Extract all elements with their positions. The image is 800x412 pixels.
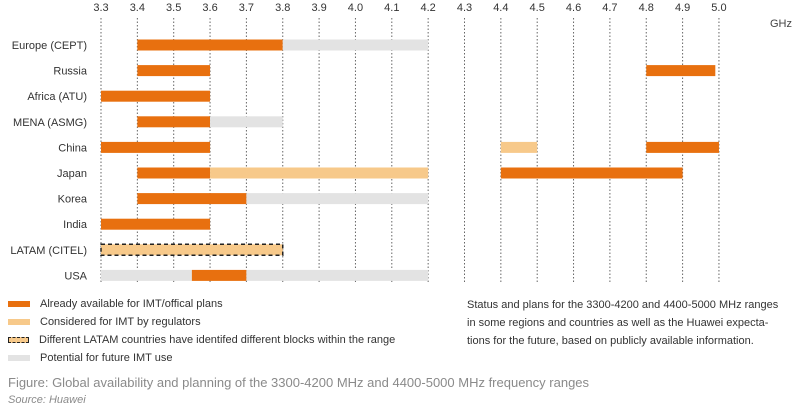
legend-swatch-considered <box>8 319 30 325</box>
bar <box>646 65 716 77</box>
x-tick-label: 4.5 <box>530 2 545 14</box>
legend: Already available for IMT/offical plans … <box>8 295 395 367</box>
legend-swatch-potential <box>8 355 30 361</box>
x-tick-label: 5.0 <box>711 2 726 14</box>
bar <box>100 243 284 257</box>
bar <box>246 269 429 281</box>
category-label: MENA (ASMG) <box>13 117 87 129</box>
chart-note-line-1: Status and plans for the 3300-4200 and 4… <box>467 299 779 311</box>
x-tick-label: 4.2 <box>421 2 436 14</box>
x-tick-label: 3.7 <box>239 2 254 14</box>
x-tick-label: 4.8 <box>639 2 654 14</box>
x-axis-unit: GHz <box>770 18 792 30</box>
x-tick-label: 4.0 <box>348 2 363 14</box>
bar <box>646 141 719 153</box>
legend-item-considered: Considered for IMT by regulators <box>8 313 395 331</box>
bar <box>210 167 429 179</box>
x-tick-label: 4.9 <box>675 2 690 14</box>
x-tick-label: 4.7 <box>602 2 617 14</box>
legend-swatch-available <box>8 301 30 307</box>
bar <box>191 269 247 281</box>
x-tick-label: 3.6 <box>202 2 217 14</box>
x-tick-label: 4.4 <box>493 2 508 14</box>
legend-label-latam: Different LATAM countries have identifed… <box>39 334 396 346</box>
chart-note: Status and plans for the 3300-4200 and 4… <box>467 296 797 350</box>
category-label: Korea <box>58 194 88 206</box>
x-tick-label: 3.3 <box>93 2 108 14</box>
bar <box>137 39 283 51</box>
bar <box>246 193 429 205</box>
x-tick-label: 3.4 <box>130 2 145 14</box>
bar <box>101 269 192 281</box>
category-label: LATAM (CITEL) <box>10 245 87 257</box>
bar <box>282 39 429 51</box>
legend-item-latam: Different LATAM countries have identifed… <box>8 331 395 349</box>
legend-label-available: Already available for IMT/offical plans <box>40 298 223 310</box>
bar <box>137 116 211 128</box>
bar <box>137 167 211 179</box>
legend-swatch-latam <box>8 337 29 343</box>
bar <box>137 193 247 205</box>
x-tick-label: 4.6 <box>566 2 581 14</box>
bar <box>101 90 211 102</box>
bar <box>137 65 211 77</box>
category-label: Africa (ATU) <box>27 91 87 103</box>
figure-caption: Figure: Global availability and planning… <box>8 375 590 390</box>
category-label: India <box>63 219 88 231</box>
bar <box>101 141 211 153</box>
spectrum-chart: 3.3 3.4 3.5 3.6 3.7 3.8 3.9 4.0 4.1 4.2 4.3 4.4 4.5 4… <box>10 2 792 283</box>
x-tick-label: 4.1 <box>384 2 399 14</box>
category-label: Japan <box>57 168 87 180</box>
category-label: USA <box>64 270 87 282</box>
category-label: Europe (CEPT) <box>12 40 87 52</box>
x-tick-label: 3.8 <box>275 2 290 14</box>
chart-note-line-3: tions for the future, based on publicly … <box>467 335 754 347</box>
x-tick-label: 3.5 <box>166 2 181 14</box>
chart-note-line-2: in some regions and countries as well as… <box>467 317 769 329</box>
bar <box>500 167 683 179</box>
category-label: China <box>58 142 88 154</box>
bar <box>101 218 211 230</box>
legend-item-available: Already available for IMT/offical plans <box>8 295 395 313</box>
legend-item-potential: Potential for future IMT use <box>8 349 395 367</box>
category-label: Russia <box>53 66 88 78</box>
x-tick-label: 4.3 <box>457 2 472 14</box>
x-tick-label: 3.9 <box>311 2 326 14</box>
bar <box>210 116 283 128</box>
legend-label-considered: Considered for IMT by regulators <box>40 316 201 328</box>
legend-label-potential: Potential for future IMT use <box>40 352 173 364</box>
bar <box>500 141 538 153</box>
figure-source: Source: Huawei <box>8 394 86 406</box>
